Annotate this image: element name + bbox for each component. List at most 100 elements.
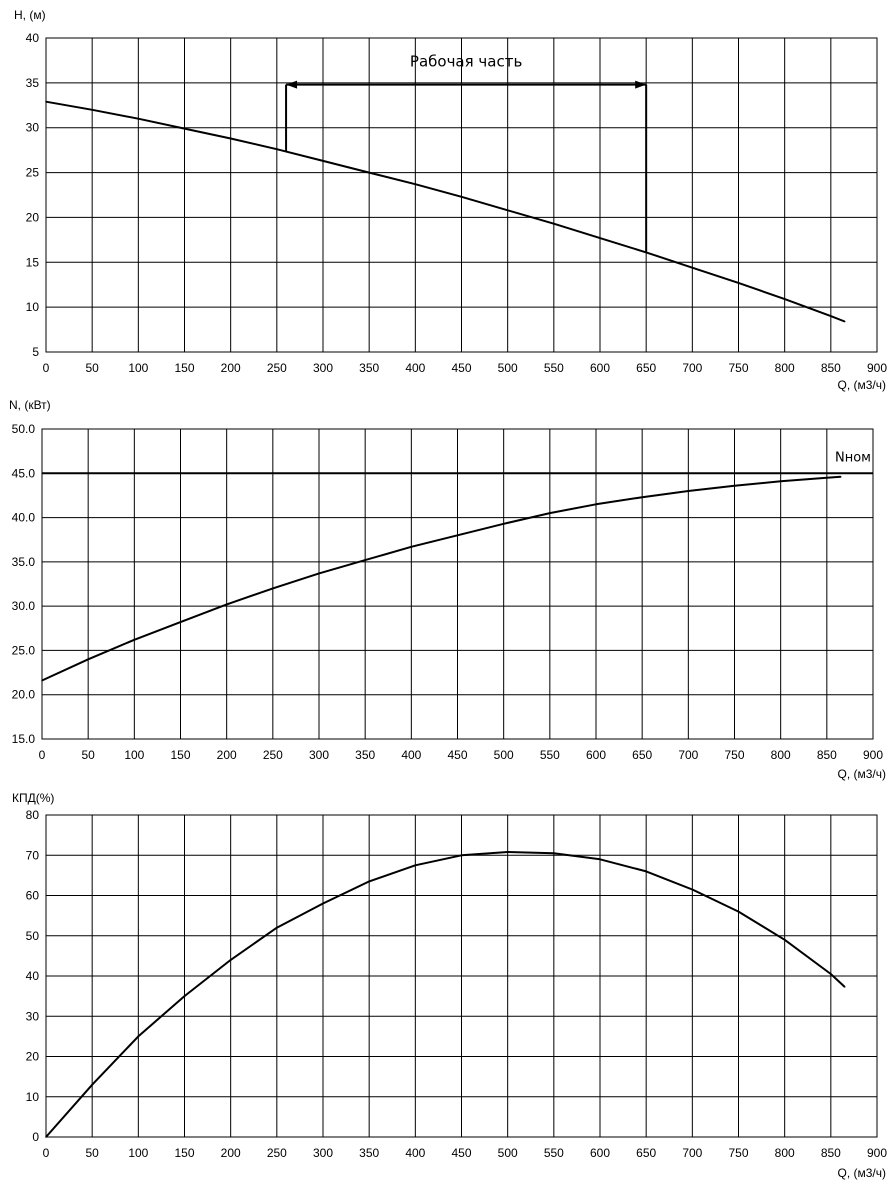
y-tick-label: 30 bbox=[26, 121, 40, 135]
x-tick-label: 900 bbox=[863, 748, 883, 762]
data-point bbox=[322, 902, 324, 905]
y-tick-label: 20 bbox=[26, 1050, 40, 1064]
y-tick-label: 15.0 bbox=[12, 732, 36, 746]
data-point bbox=[229, 137, 232, 140]
data-point bbox=[225, 603, 228, 606]
x-tick-label: 850 bbox=[821, 361, 841, 375]
data-point bbox=[137, 117, 140, 120]
x-tick-label: 50 bbox=[81, 748, 95, 762]
x-tick-label: 800 bbox=[775, 1146, 795, 1160]
y-axis-label: H, (м) bbox=[14, 8, 46, 22]
data-point bbox=[506, 209, 509, 212]
x-tick-label: 300 bbox=[313, 1146, 333, 1160]
x-tick-label: 150 bbox=[174, 1146, 194, 1160]
data-point bbox=[595, 503, 597, 506]
x-tick-label: 700 bbox=[682, 1146, 702, 1160]
data-point bbox=[553, 852, 555, 855]
y-tick-label: 10 bbox=[26, 1090, 40, 1104]
x-tick-label: 300 bbox=[313, 361, 333, 375]
x-tick-label: 600 bbox=[590, 1146, 610, 1160]
data-point bbox=[276, 926, 278, 929]
data-point bbox=[414, 864, 417, 867]
x-tick-label: 200 bbox=[221, 1146, 241, 1160]
x-tick-label: 150 bbox=[174, 361, 194, 375]
x-tick-label: 900 bbox=[867, 1146, 887, 1160]
x-tick-label: 300 bbox=[309, 748, 329, 762]
data-point bbox=[460, 854, 463, 857]
plot-frame bbox=[45, 37, 878, 353]
data-point bbox=[368, 880, 370, 883]
data-point bbox=[687, 490, 690, 492]
x-tick-label: 100 bbox=[128, 1146, 148, 1160]
x-tick-label: 0 bbox=[43, 361, 50, 375]
x-tick-label: 450 bbox=[451, 1146, 471, 1160]
data-point bbox=[183, 127, 186, 130]
arrowhead-left bbox=[286, 80, 298, 89]
x-tick-label: 400 bbox=[405, 361, 425, 375]
x-tick-label: 550 bbox=[540, 748, 560, 762]
data-point bbox=[549, 512, 551, 514]
x-tick-label: 850 bbox=[817, 748, 837, 762]
data-point bbox=[830, 973, 832, 975]
data-point bbox=[45, 100, 47, 103]
data-point bbox=[410, 546, 413, 548]
x-axis-label: Q, (м3/ч) bbox=[837, 767, 886, 781]
chart-1: 0 50 100 150 200 250 300 350 400 450 500 550 600 650 7… bbox=[14, 8, 887, 392]
data-point bbox=[733, 484, 736, 487]
data-point bbox=[229, 959, 232, 961]
x-tick-label: 450 bbox=[451, 361, 471, 375]
x-tick-label: 200 bbox=[221, 361, 241, 375]
data-point bbox=[830, 315, 832, 317]
y-tick-label: 35.0 bbox=[12, 555, 36, 569]
y-tick-label: 20.0 bbox=[12, 688, 36, 702]
x-tick-label: 250 bbox=[267, 1146, 287, 1160]
series-line bbox=[45, 851, 846, 1138]
data-point bbox=[553, 222, 555, 225]
x-tick-label: 350 bbox=[355, 748, 375, 762]
y-tick-label: 50 bbox=[26, 929, 40, 943]
x-tick-label: 750 bbox=[728, 1146, 748, 1160]
data-point bbox=[843, 320, 846, 323]
chart-2: 0 50 100 150 200 250 300 350 400 450 500 550 600 650 7… bbox=[9, 398, 886, 781]
data-point bbox=[364, 559, 366, 561]
x-tick-label: 50 bbox=[85, 361, 99, 375]
data-point bbox=[779, 480, 782, 483]
x-tick-label: 650 bbox=[636, 361, 656, 375]
y-tick-label: 30 bbox=[26, 1009, 40, 1023]
x-tick-label: 100 bbox=[124, 748, 144, 762]
data-point bbox=[179, 621, 182, 623]
data-point bbox=[737, 282, 740, 284]
x-tick-label: 850 bbox=[821, 1146, 841, 1160]
data-point bbox=[645, 870, 647, 873]
y-tick-label: 40 bbox=[26, 969, 40, 983]
data-point bbox=[839, 476, 842, 478]
data-point bbox=[91, 108, 93, 111]
y-tick-label: 40.0 bbox=[12, 511, 36, 525]
data-point bbox=[826, 476, 828, 479]
y-tick-label: 25 bbox=[26, 166, 40, 180]
x-tick-label: 400 bbox=[401, 748, 421, 762]
data-point bbox=[456, 534, 459, 537]
x-axis-label: Q, (м3/ч) bbox=[837, 378, 886, 392]
arrowhead-right bbox=[635, 80, 647, 89]
x-tick-label: 50 bbox=[85, 1146, 99, 1160]
data-point bbox=[641, 496, 643, 499]
chart-3: 0 50 100 150 200 250 300 350 400 450 500 550 600 650 7… bbox=[12, 791, 887, 1180]
y-tick-label: 5 bbox=[32, 345, 39, 359]
y-tick-label: 0 bbox=[32, 1130, 39, 1144]
plot-frame bbox=[45, 814, 878, 1138]
data-point bbox=[45, 1136, 47, 1138]
y-tick-label: 20 bbox=[26, 210, 40, 224]
plot-frame bbox=[41, 428, 874, 740]
y-tick-label: 30.0 bbox=[12, 599, 36, 613]
x-tick-label: 750 bbox=[724, 748, 744, 762]
nominal-power-label: Nном bbox=[835, 450, 871, 465]
x-tick-label: 650 bbox=[632, 748, 652, 762]
y-tick-label: 35 bbox=[26, 76, 40, 90]
data-point bbox=[691, 266, 694, 269]
data-point bbox=[322, 160, 324, 162]
data-point bbox=[318, 572, 320, 575]
x-tick-label: 0 bbox=[43, 1146, 50, 1160]
